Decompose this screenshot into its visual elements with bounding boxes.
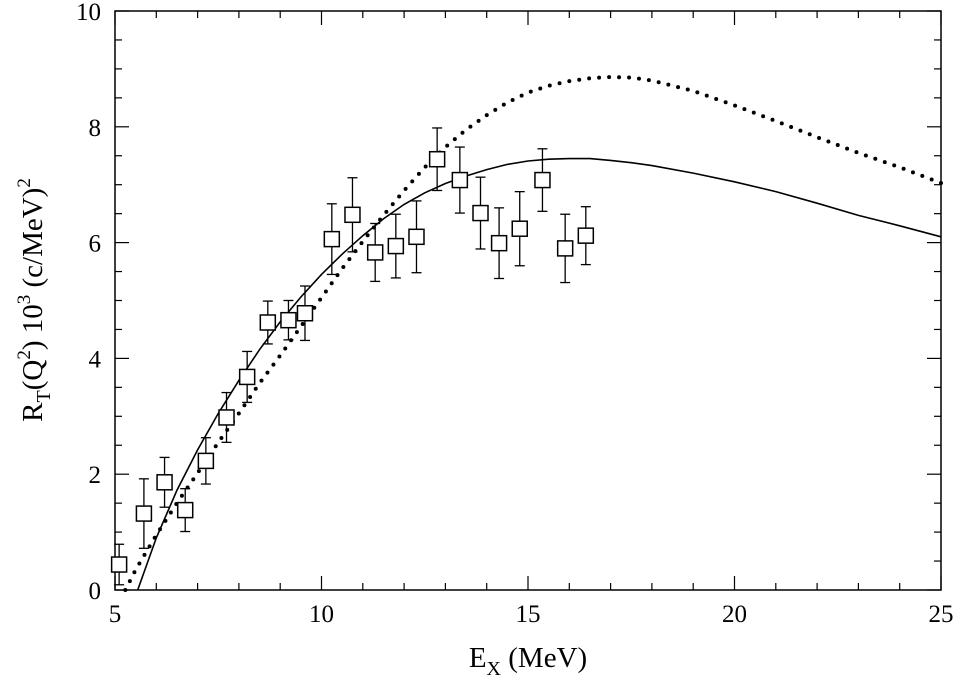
square-marker [296,304,314,322]
square-marker [176,501,194,519]
data-point [296,285,314,342]
x-tick-label: 25 [929,601,954,628]
data-point [428,127,446,192]
square-marker [366,244,384,261]
data-points [110,127,595,586]
x-tick-label: 10 [309,601,334,628]
data-point [556,213,574,284]
axis-tick-labels: 5 10 15 20 25 0 2 4 6 8 10 [76,0,954,628]
square-marker [323,230,341,248]
data-point [259,300,277,345]
square-marker [511,220,528,237]
data-point [176,488,194,533]
data-point [197,437,215,485]
square-marker [556,240,574,257]
axis-ticks [114,10,942,591]
solid-curve [136,157,942,591]
data-point [238,350,256,404]
x-tick-label: 20 [722,601,747,628]
square-marker [451,171,469,189]
square-marker [344,206,361,224]
square-marker [387,237,405,255]
x-axis-title: EX (MeV) [469,642,587,680]
data-point [387,213,405,279]
square-marker [472,204,489,222]
model-curves [123,74,943,592]
data-point [366,222,384,283]
y-tick-label: 0 [89,578,102,605]
data-point [472,176,489,250]
y-tick-label: 10 [76,0,101,26]
plot-frame [114,10,942,591]
data-point [344,177,361,253]
square-marker [577,227,595,244]
data-point [534,148,551,212]
data-point [490,207,508,280]
square-marker [110,556,128,573]
y-tick-label: 4 [89,346,102,373]
y-axis-title: RT(Q2) 103 (c/MeV)2 [14,178,55,422]
data-point [156,456,173,508]
data-point [451,146,469,214]
square-marker [238,368,256,386]
x-tick-label: 5 [109,601,122,628]
y-tick-label: 8 [89,115,102,142]
square-marker [490,234,508,252]
data-point [323,203,341,276]
x-tick-label: 15 [516,601,541,628]
square-marker [197,452,215,470]
data-point [110,543,128,586]
square-marker [428,150,446,168]
square-marker [259,314,277,331]
square-marker [156,474,173,491]
square-marker [408,228,425,246]
data-point [280,299,297,341]
data-point [577,206,595,266]
data-point [218,391,235,444]
square-marker [534,171,551,189]
square-marker [280,311,297,329]
y-tick-label: 6 [89,231,102,258]
square-marker [135,505,153,522]
data-point [135,478,153,549]
square-marker [218,409,235,426]
dotted-curve [123,74,943,592]
data-point [511,190,528,267]
y-tick-label: 2 [89,462,102,489]
data-point [408,200,425,274]
